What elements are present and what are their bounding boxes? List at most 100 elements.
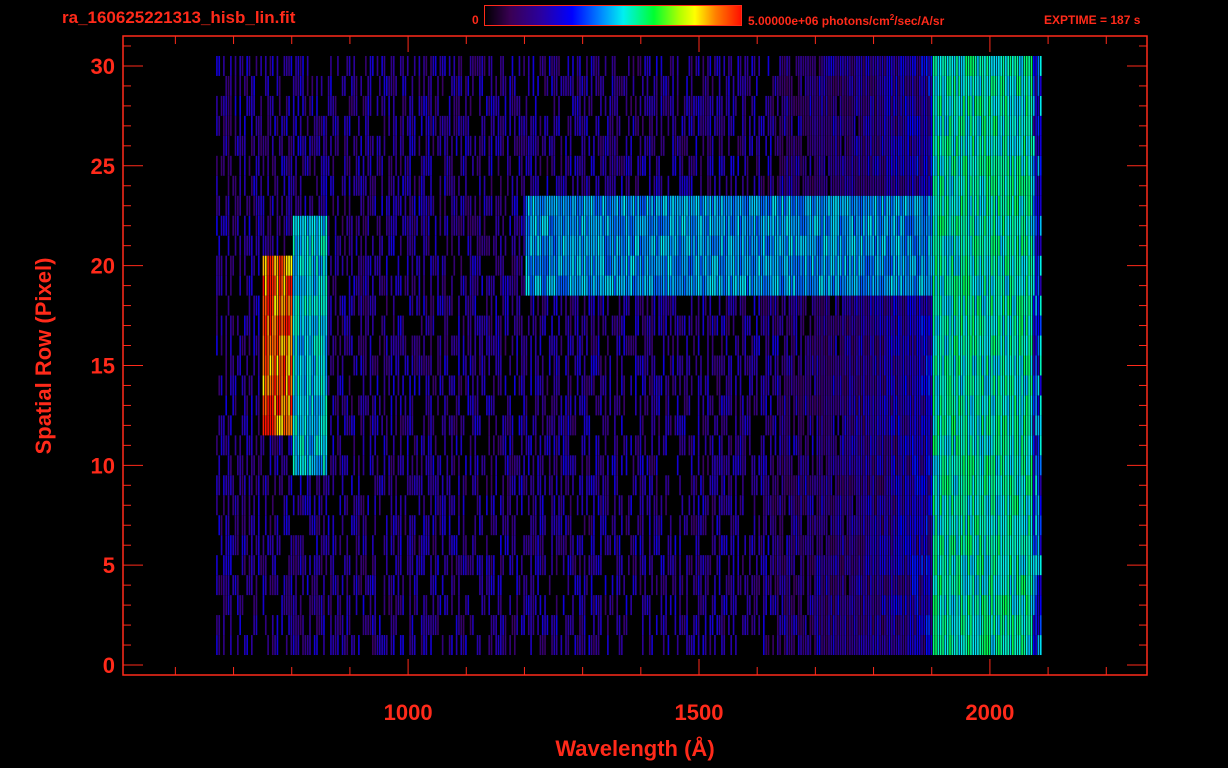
- heatmap-cell: [479, 635, 481, 656]
- heatmap-cell: [537, 475, 539, 496]
- heatmap-cell: [763, 295, 765, 316]
- heatmap-cell: [884, 495, 886, 516]
- heatmap-cell: [930, 295, 933, 316]
- heatmap-cell: [744, 615, 747, 636]
- heatmap-cell: [795, 575, 798, 596]
- heatmap-cell: [544, 475, 546, 496]
- heatmap-cell: [937, 535, 940, 556]
- heatmap-cell: [402, 635, 404, 656]
- heatmap-cell: [555, 275, 558, 296]
- heatmap-cell: [923, 295, 926, 316]
- heatmap-cell: [828, 595, 830, 616]
- heatmap-cell: [474, 335, 477, 356]
- heatmap-cell: [728, 475, 730, 496]
- heatmap-cell: [963, 595, 965, 616]
- heatmap-cell: [735, 455, 737, 476]
- heatmap-cell: [576, 255, 579, 276]
- heatmap-cell: [223, 555, 225, 576]
- heatmap-cell: [918, 415, 921, 436]
- heatmap-cell: [579, 575, 581, 596]
- heatmap-cell: [616, 335, 619, 356]
- heatmap-cell: [295, 395, 297, 416]
- heatmap-cell: [507, 455, 509, 476]
- heatmap-cell: [874, 295, 877, 316]
- heatmap-cell: [271, 295, 274, 316]
- heatmap-cell: [288, 595, 290, 616]
- heatmap-cell: [427, 375, 430, 396]
- heatmap-cell: [970, 535, 972, 556]
- heatmap-cell: [751, 575, 753, 596]
- heatmap-cell: [907, 515, 909, 536]
- heatmap-cell: [425, 355, 428, 376]
- heatmap-cell: [986, 275, 989, 296]
- heatmap-cell: [267, 295, 269, 316]
- heatmap-cell: [257, 315, 260, 336]
- heatmap-cell: [679, 415, 681, 436]
- heatmap-cell: [816, 355, 819, 376]
- heatmap-cell: [244, 635, 246, 656]
- heatmap-cell: [867, 255, 870, 276]
- heatmap-cell: [776, 495, 779, 516]
- heatmap-cell: [390, 475, 393, 496]
- heatmap-cell: [497, 335, 500, 356]
- heatmap-cell: [758, 455, 760, 476]
- heatmap-cell: [348, 335, 351, 356]
- heatmap-cell: [411, 395, 414, 416]
- heatmap-cell: [942, 395, 944, 416]
- heatmap-cell: [742, 255, 744, 276]
- heatmap-cell: [970, 355, 972, 376]
- heatmap-cell: [481, 555, 484, 576]
- heatmap-cell: [911, 355, 914, 376]
- heatmap-cell: [865, 335, 868, 356]
- heatmap-cell: [1002, 595, 1005, 616]
- heatmap-cell: [306, 335, 309, 356]
- heatmap-cell: [297, 555, 300, 576]
- heatmap-cell: [316, 295, 318, 316]
- heatmap-cell: [958, 355, 961, 376]
- heatmap-cell: [548, 275, 551, 296]
- heatmap-cell: [448, 375, 451, 396]
- heatmap-cell: [870, 315, 872, 336]
- heatmap-cell: [904, 275, 907, 296]
- heatmap-cell: [648, 375, 651, 396]
- heatmap-cell: [441, 515, 444, 536]
- heatmap-cell: [979, 515, 982, 536]
- heatmap-cell: [988, 375, 991, 396]
- heatmap-cell: [939, 435, 942, 456]
- heatmap-cell: [262, 395, 265, 416]
- heatmap-cell: [655, 275, 658, 296]
- heatmap-cell: [1039, 315, 1042, 336]
- heatmap-cell: [334, 575, 337, 596]
- heatmap-cell: [1032, 455, 1035, 476]
- heatmap-cell: [1028, 415, 1030, 436]
- heatmap-cell: [916, 595, 919, 616]
- heatmap-cell: [679, 315, 681, 336]
- heatmap-cell: [779, 315, 781, 336]
- heatmap-cell: [721, 255, 723, 276]
- heatmap-cell: [651, 315, 653, 336]
- heatmap-cell: [311, 355, 314, 376]
- heatmap-cell: [309, 395, 311, 416]
- heatmap-cell: [320, 555, 323, 576]
- heatmap-cell: [444, 515, 446, 536]
- heatmap-cell: [728, 295, 730, 316]
- heatmap-cell: [939, 475, 942, 496]
- heatmap-cell: [953, 555, 956, 576]
- heatmap-cell: [651, 355, 653, 376]
- heatmap-cell: [960, 355, 963, 376]
- heatmap-cell: [783, 415, 786, 436]
- heatmap-cell: [956, 455, 958, 476]
- heatmap-cell: [944, 635, 947, 656]
- heatmap-cell: [804, 335, 807, 356]
- heatmap-cell: [635, 395, 637, 416]
- heatmap-cell: [439, 355, 442, 376]
- heatmap-cell: [800, 355, 802, 376]
- heatmap-cell: [230, 455, 232, 476]
- heatmap-cell: [749, 415, 751, 436]
- heatmap-cell: [353, 415, 356, 436]
- heatmap-cell: [581, 535, 584, 556]
- heatmap-cell: [472, 275, 474, 296]
- heatmap-cell: [884, 635, 886, 656]
- heatmap-cell: [872, 575, 875, 596]
- heatmap-cell: [907, 335, 909, 356]
